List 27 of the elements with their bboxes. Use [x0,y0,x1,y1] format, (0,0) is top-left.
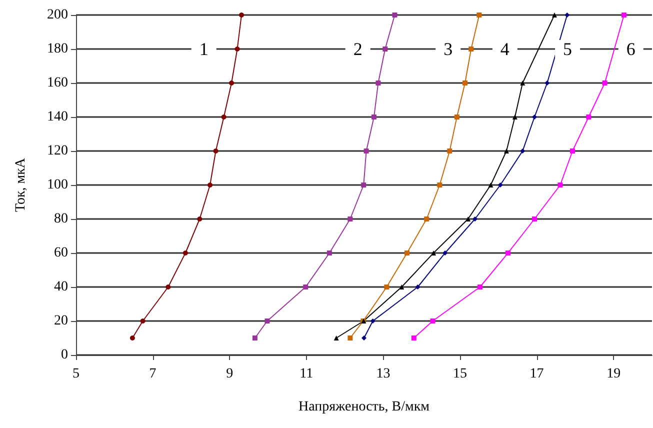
y-tick-label: 180 [47,42,68,56]
x-tick-label: 15 [453,366,467,382]
annotation: 1 [199,39,208,59]
y-axis-title: Ток, мкА [14,157,28,212]
y-tick-label: 40 [54,280,68,294]
x-tick-label: 17 [530,366,544,382]
y-tick-label: 100 [47,178,68,192]
y-tick-label: 80 [54,212,68,226]
annotation: 4 [500,39,510,59]
x-axis-title: Напряженость, В/мкм [298,400,430,414]
y-tick-label: 140 [47,110,68,124]
annotation: 3 [444,39,453,59]
x-tick-label: 11 [300,366,314,382]
annotation: 2 [353,39,362,59]
y-tick-label: 160 [47,76,68,90]
y-tick-label: 20 [54,314,68,328]
x-tick-label: 13 [376,366,390,382]
x-tick-label: 5 [72,366,80,382]
annotation: 6 [626,39,636,59]
y-tick-label: 200 [47,8,68,22]
x-tick-label: 7 [149,366,156,382]
y-tick-label: 0 [61,348,68,362]
x-tick-label: 9 [226,366,234,382]
y-tick-label: 60 [54,246,68,260]
annotation: 5 [563,39,572,59]
x-tick-label: 19 [606,366,621,382]
y-tick-label: 120 [47,144,68,158]
